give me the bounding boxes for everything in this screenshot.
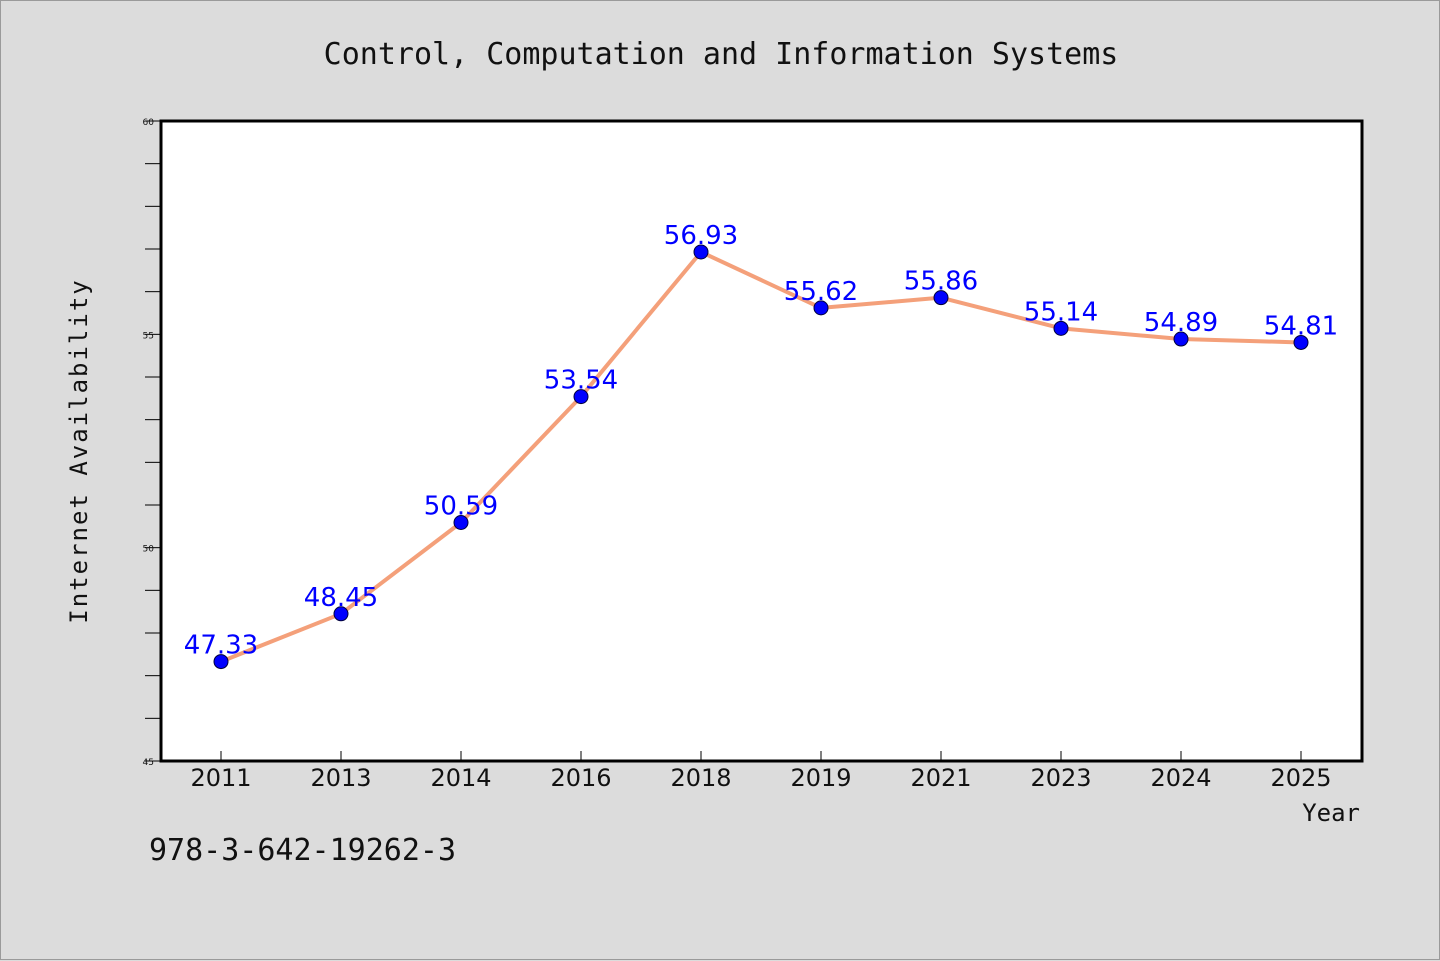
data-point	[573, 389, 589, 405]
x-tick-label: 2025	[1270, 764, 1331, 792]
data-point	[213, 654, 229, 670]
data-label: 55.62	[784, 277, 858, 307]
footer-code: 978-3-642-19262-3	[149, 833, 457, 868]
y-axis-ticks: 45 50 55 60	[143, 118, 160, 768]
data-label: 54.89	[1144, 308, 1218, 338]
data-point	[453, 514, 469, 530]
x-tick-label: 2018	[670, 764, 731, 792]
data-point	[1173, 331, 1189, 347]
data-label: 56.93	[664, 221, 738, 251]
data-label: 55.14	[1024, 297, 1098, 327]
series-layer	[213, 244, 1309, 670]
data-label: 53.54	[544, 366, 618, 396]
data-point	[1053, 320, 1069, 336]
data-label: 50.59	[424, 491, 498, 521]
y-tick-label: 55	[143, 331, 154, 341]
x-tick-label: 2013	[310, 764, 371, 792]
y-axis-label: Internet Availability	[65, 278, 93, 623]
data-label: 55.86	[904, 267, 978, 297]
x-axis-label: Year	[1302, 799, 1360, 827]
data-label: 48.45	[304, 583, 378, 613]
data-point	[1293, 334, 1309, 350]
x-tick-label: 2021	[910, 764, 971, 792]
y-tick-label: 45	[143, 758, 154, 768]
series-line	[219, 249, 1303, 664]
data-point	[813, 300, 829, 316]
data-point	[693, 244, 709, 260]
data-label-layer: 47.33 48.45 50.59 53.54 56.93 55.62 55.86 55.14…	[184, 221, 1338, 661]
x-tick-label: 2024	[1150, 764, 1211, 792]
x-tick-label: 2019	[790, 764, 851, 792]
y-tick-label: 50	[143, 545, 155, 555]
data-point	[933, 290, 949, 306]
data-point	[333, 606, 349, 622]
x-tick-label: 2023	[1030, 764, 1091, 792]
y-tick-label: 60	[143, 118, 155, 128]
x-axis-ticks: 2011 2013 2014 2016 2018 2019 2021 2023 2024 2025	[190, 751, 1332, 792]
x-tick-label: 2014	[430, 764, 491, 792]
chart-title: Control, Computation and Information Sys…	[324, 37, 1119, 72]
data-label: 47.33	[184, 631, 258, 661]
data-label: 54.81	[1264, 311, 1338, 341]
x-tick-label: 2011	[190, 764, 251, 792]
x-tick-label: 2016	[550, 764, 611, 792]
plot-area	[159, 119, 1364, 763]
